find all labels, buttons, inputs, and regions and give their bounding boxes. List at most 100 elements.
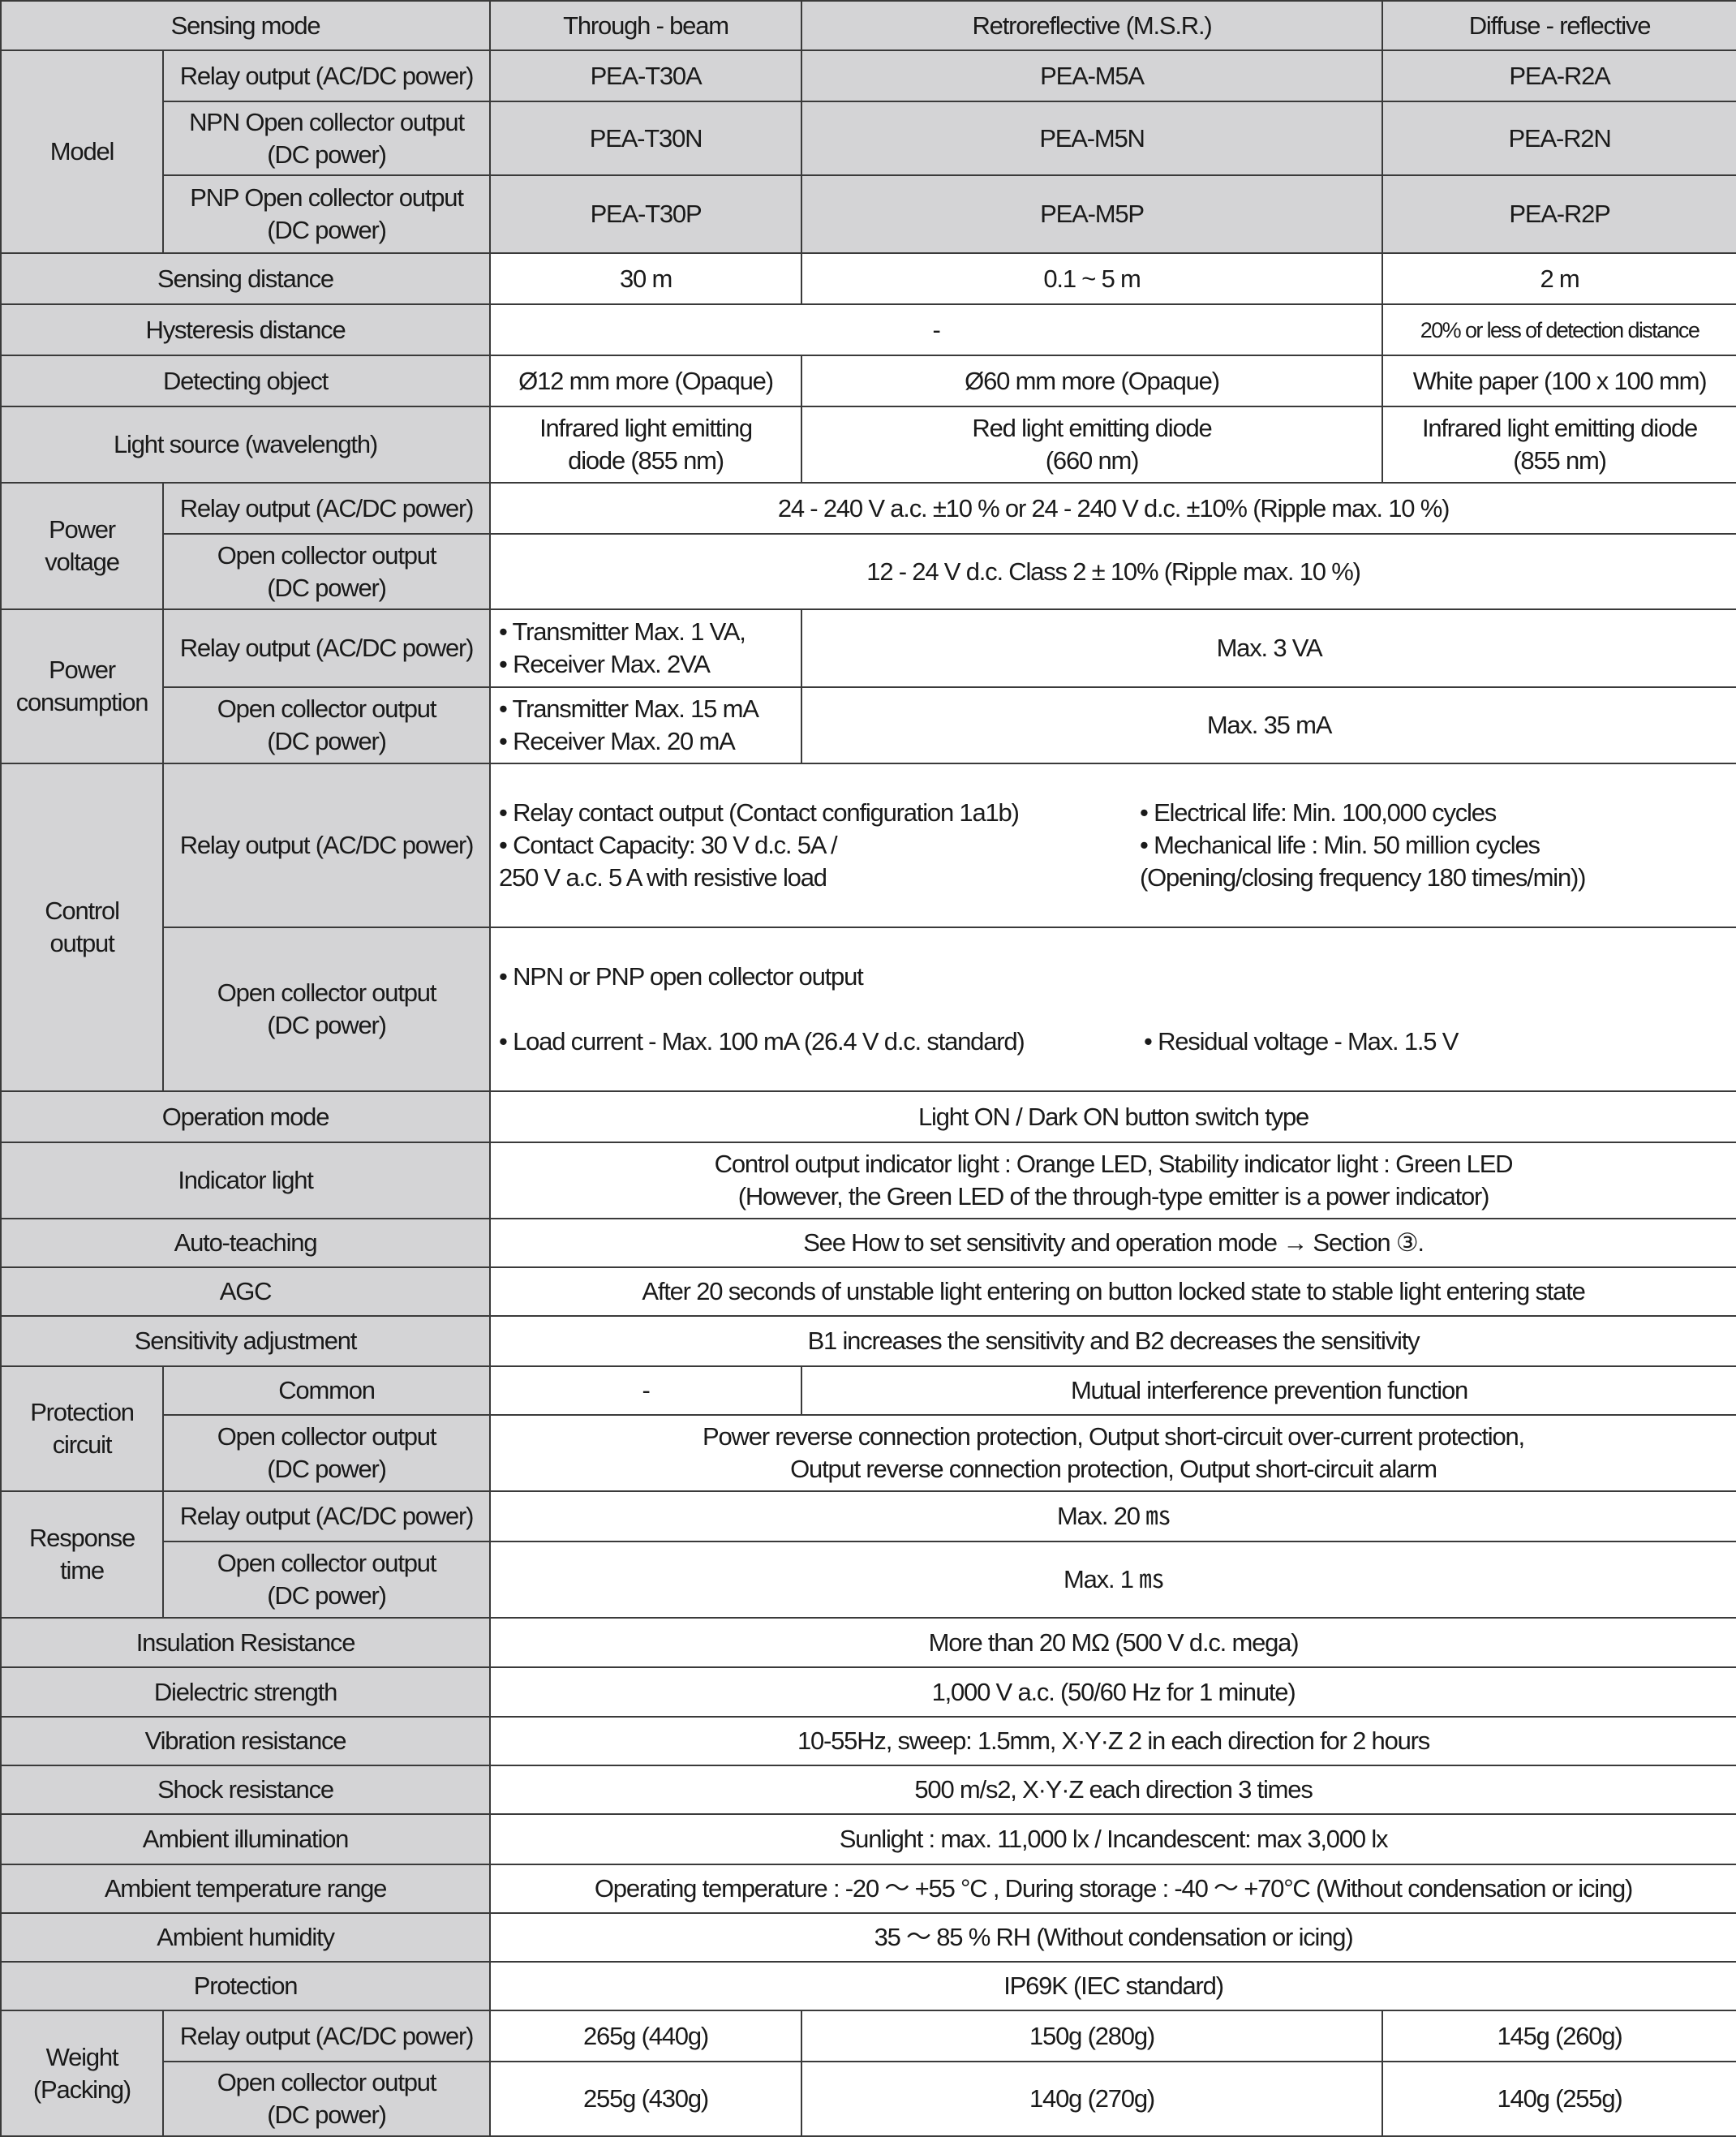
shock-label: Shock resistance bbox=[0, 1765, 492, 1815]
shock-value: 500 m/s2, X·Y·Z each direction 3 times bbox=[489, 1765, 1736, 1815]
response-oc-value: Max. 1 ㎳ bbox=[489, 1541, 1736, 1619]
illumination-label: Ambient illumination bbox=[0, 1813, 492, 1865]
vibration-label: Vibration resistance bbox=[0, 1716, 492, 1766]
indicator-light-value: Control output indicator light : Orange … bbox=[489, 1142, 1736, 1219]
power-consumption-relay-label: Relay output (AC/DC power) bbox=[161, 608, 492, 688]
weight-value: 140g (255g) bbox=[1381, 2061, 1736, 2137]
illumination-value: Sunlight : max. 11,000 lx / Incandescent… bbox=[489, 1813, 1736, 1865]
control-output-label: Control output bbox=[0, 763, 164, 1092]
model-label: Model bbox=[0, 49, 164, 254]
operation-mode-value: Light ON / Dark ON button switch type bbox=[489, 1090, 1736, 1143]
sensing-distance-value: 0.1 ~ 5 m bbox=[801, 252, 1384, 305]
hysteresis-label: Hysteresis distance bbox=[0, 303, 492, 356]
model-value: PEA-M5P bbox=[801, 174, 1384, 254]
model-value: PEA-M5N bbox=[801, 101, 1384, 176]
agc-label: AGC bbox=[0, 1266, 492, 1317]
auto-teaching-label: Auto-teaching bbox=[0, 1218, 492, 1268]
model-value: PEA-R2A bbox=[1381, 49, 1736, 102]
model-npn-label: NPN Open collector output (DC power) bbox=[161, 101, 492, 176]
auto-teaching-value: See How to set sensitivity and operation… bbox=[489, 1218, 1736, 1268]
weight-value: 140g (270g) bbox=[801, 2061, 1384, 2137]
relay-contact-specs: • Relay contact output (Contact configur… bbox=[499, 798, 1020, 892]
protection-value: IP69K (IEC standard) bbox=[489, 1961, 1736, 2011]
power-consumption-relay-tb: • Transmitter Max. 1 VA, • Receiver Max.… bbox=[489, 608, 803, 688]
model-value: PEA-T30A bbox=[489, 49, 803, 102]
power-voltage-oc-label: Open collector output (DC power) bbox=[161, 533, 492, 610]
power-voltage-label: Power voltage bbox=[0, 482, 164, 610]
weight-value: 150g (280g) bbox=[801, 2010, 1384, 2062]
light-source-value: Infrared light emitting diode (855 nm) bbox=[1381, 406, 1736, 484]
model-value: PEA-T30N bbox=[489, 101, 803, 176]
header-diffuse: Diffuse - reflective bbox=[1381, 0, 1736, 51]
agc-value: After 20 seconds of unstable light enter… bbox=[489, 1266, 1736, 1317]
detecting-object-label: Detecting object bbox=[0, 355, 492, 407]
detecting-object-value: Ø60 mm more (Opaque) bbox=[801, 355, 1384, 407]
protection-oc-label: Open collector output (DC power) bbox=[161, 1414, 492, 1492]
power-voltage-oc-value: 12 - 24 V d.c. Class 2 ± 10% (Ripple max… bbox=[489, 533, 1736, 610]
power-consumption-relay-other: Max. 3 VA bbox=[801, 608, 1736, 688]
protection-oc-value: Power reverse connection protection, Out… bbox=[489, 1414, 1736, 1492]
weight-value: 265g (440g) bbox=[489, 2010, 803, 2062]
model-pnp-label: PNP Open collector output (DC power) bbox=[161, 174, 492, 254]
detecting-object-value: White paper (100 x 100 mm) bbox=[1381, 355, 1736, 407]
protection-label: Protection bbox=[0, 1961, 492, 2011]
power-voltage-relay-value: 24 - 240 V a.c. ±10 % or 24 - 240 V d.c.… bbox=[489, 482, 1736, 535]
temperature-label: Ambient temperature range bbox=[0, 1864, 492, 1914]
power-consumption-label: Power consumption bbox=[0, 608, 164, 764]
response-oc-label: Open collector output (DC power) bbox=[161, 1541, 492, 1619]
header-through-beam: Through - beam bbox=[489, 0, 803, 51]
protection-common-tb: - bbox=[489, 1365, 803, 1416]
power-consumption-oc-label: Open collector output (DC power) bbox=[161, 686, 492, 764]
control-output-oc-value: • NPN or PNP open collector output • Loa… bbox=[489, 927, 1736, 1092]
oc-type: • NPN or PNP open collector output bbox=[499, 962, 864, 991]
control-output-relay-value: • Relay contact output (Contact configur… bbox=[489, 763, 1736, 928]
header-label: Sensing mode bbox=[0, 0, 492, 51]
control-output-relay-label: Relay output (AC/DC power) bbox=[161, 763, 492, 928]
model-value: PEA-R2P bbox=[1381, 174, 1736, 254]
light-source-value: Red light emitting diode (660 nm) bbox=[801, 406, 1384, 484]
insulation-label: Insulation Resistance bbox=[0, 1617, 492, 1668]
dielectric-label: Dielectric strength bbox=[0, 1666, 492, 1718]
relay-life-specs: • Electrical life: Min. 100,000 cycles •… bbox=[1140, 798, 1586, 892]
oc-residual-voltage: • Residual voltage - Max. 1.5 V bbox=[1144, 1027, 1459, 1056]
power-consumption-oc-tb: • Transmitter Max. 15 mA • Receiver Max.… bbox=[489, 686, 803, 764]
sensitivity-label: Sensitivity adjustment bbox=[0, 1315, 492, 1367]
response-relay-label: Relay output (AC/DC power) bbox=[161, 1490, 492, 1542]
dielectric-value: 1,000 V a.c. (50/60 Hz for 1 minute) bbox=[489, 1666, 1736, 1718]
sensing-distance-value: 2 m bbox=[1381, 252, 1736, 305]
protection-common-label: Common bbox=[161, 1365, 492, 1416]
weight-oc-label: Open collector output (DC power) bbox=[161, 2061, 492, 2137]
response-relay-value: Max. 20 ㎳ bbox=[489, 1490, 1736, 1542]
power-voltage-relay-label: Relay output (AC/DC power) bbox=[161, 482, 492, 535]
indicator-light-label: Indicator light bbox=[0, 1142, 492, 1219]
model-value: PEA-M5A bbox=[801, 49, 1384, 102]
operation-mode-label: Operation mode bbox=[0, 1090, 492, 1143]
protection-circuit-label: Protection circuit bbox=[0, 1365, 164, 1492]
model-relay-label: Relay output (AC/DC power) bbox=[161, 49, 492, 102]
response-time-label: Response time bbox=[0, 1490, 164, 1619]
protection-common-other: Mutual interference prevention function bbox=[801, 1365, 1736, 1416]
temperature-value: Operating temperature : -20 ～ +55 °C , D… bbox=[489, 1864, 1736, 1914]
weight-value: 255g (430g) bbox=[489, 2061, 803, 2137]
weight-relay-label: Relay output (AC/DC power) bbox=[161, 2010, 492, 2062]
oc-load-current: • Load current - Max. 100 mA (26.4 V d.c… bbox=[499, 1027, 1025, 1056]
hysteresis-value: - bbox=[489, 303, 1384, 356]
humidity-label: Ambient humidity bbox=[0, 1912, 492, 1963]
sensitivity-value: B1 increases the sensitivity and B2 decr… bbox=[489, 1315, 1736, 1367]
detecting-object-value: Ø12 mm more (Opaque) bbox=[489, 355, 803, 407]
header-retroreflective: Retroreflective (M.S.R.) bbox=[801, 0, 1384, 51]
hysteresis-diffuse-value: 20% or less of detection distance bbox=[1381, 303, 1736, 356]
power-consumption-oc-other: Max. 35 mA bbox=[801, 686, 1736, 764]
weight-label: Weight (Packing) bbox=[0, 2010, 164, 2137]
humidity-value: 35 ～ 85 % RH (Without condensation or ic… bbox=[489, 1912, 1736, 1963]
light-source-label: Light source (wavelength) bbox=[0, 406, 492, 484]
weight-value: 145g (260g) bbox=[1381, 2010, 1736, 2062]
header-row: Sensing mode Through - beam Retroreflect… bbox=[0, 0, 1736, 51]
light-source-value: Infrared light emitting diode (855 nm) bbox=[489, 406, 803, 484]
model-value: PEA-R2N bbox=[1381, 101, 1736, 176]
model-value: PEA-T30P bbox=[489, 174, 803, 254]
sensing-distance-value: 30 m bbox=[489, 252, 803, 305]
control-output-oc-label: Open collector output (DC power) bbox=[161, 927, 492, 1092]
vibration-value: 10-55Hz, sweep: 1.5mm, X·Y·Z 2 in each d… bbox=[489, 1716, 1736, 1766]
